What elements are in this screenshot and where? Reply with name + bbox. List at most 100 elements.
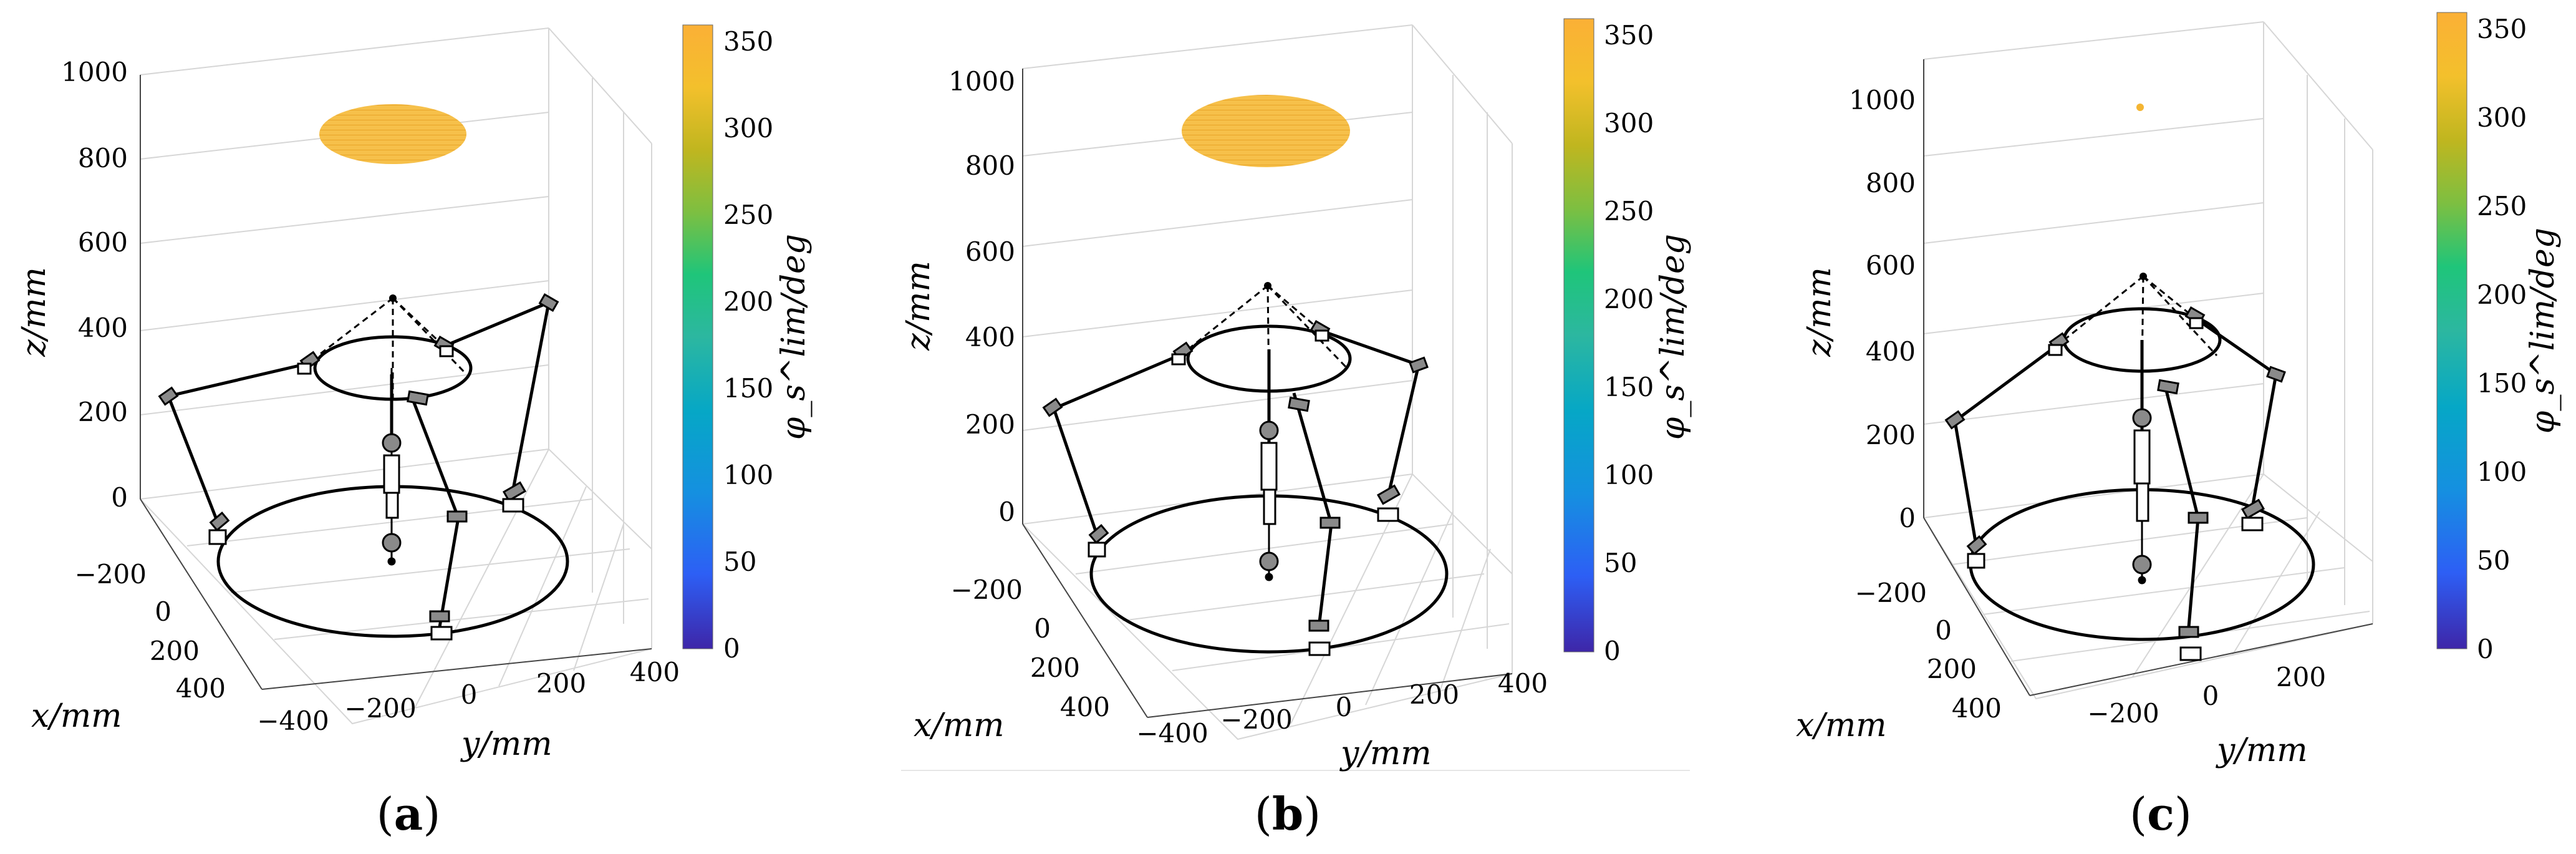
z-axis-label: z/mm xyxy=(16,267,53,357)
y-tick: 400 xyxy=(630,657,680,687)
z-tick-labels: 0 200 400 600 800 1000 xyxy=(948,66,1015,527)
central-column xyxy=(1259,359,1279,581)
z-tick: 800 xyxy=(965,150,1015,181)
z-tick: 0 xyxy=(1899,503,1916,533)
colorbar-tick: 200 xyxy=(2477,279,2527,310)
panel-c: 0 200 400 600 800 1000 −200 0 200 400 −2… xyxy=(1796,12,2562,840)
colorbar-tick: 200 xyxy=(1604,284,1654,314)
colorbar-tick: 300 xyxy=(1604,108,1654,138)
panel-a: 0 200 400 600 800 1000 −200 0 200 400 −4… xyxy=(16,24,813,840)
y-axis-label: y/mm xyxy=(1339,735,1432,772)
y-tick: −200 xyxy=(344,693,416,724)
colorbar-tick: 150 xyxy=(1604,372,1654,402)
robot-legs xyxy=(1953,316,2278,628)
z-tick-labels: 0 200 400 600 800 1000 xyxy=(61,57,128,513)
z-tick: 200 xyxy=(965,409,1015,440)
x-tick: 0 xyxy=(1935,615,1952,646)
colorbar-tick: 250 xyxy=(2477,191,2527,221)
central-column xyxy=(382,368,402,566)
z-tick: 400 xyxy=(78,313,128,343)
colorbar-label: φ_s^lim/deg xyxy=(2524,228,2562,434)
x-tick: 400 xyxy=(1952,693,2002,724)
colorbar-label: φ_s^lim/deg xyxy=(775,234,813,440)
x-tick: 200 xyxy=(150,636,200,666)
colorbar-tick: 250 xyxy=(1604,196,1654,226)
colorbar xyxy=(682,24,713,649)
y-tick: −400 xyxy=(257,706,329,736)
panel-b: 0 200 400 600 800 1000 −200 0 200 400 −4… xyxy=(900,18,1692,840)
y-tick: 0 xyxy=(2202,681,2219,711)
z-tick: 200 xyxy=(1866,420,1916,450)
colorbar-ticks: 0 50 100 150 200 250 300 350 xyxy=(723,26,773,664)
workspace-disk xyxy=(1182,95,1350,167)
z-tick: 400 xyxy=(1866,336,1916,367)
colorbar-tick: 0 xyxy=(1604,636,1621,666)
y-tick-labels: −400 −200 0 200 400 xyxy=(257,657,680,736)
colorbar-tick: 50 xyxy=(723,546,756,577)
y-tick: 200 xyxy=(1409,679,1459,710)
y-tick: 400 xyxy=(1498,668,1548,699)
colorbar-tick: 50 xyxy=(1604,548,1637,578)
base-blocks xyxy=(1088,329,1399,656)
y-tick: 0 xyxy=(1336,692,1353,722)
x-tick-labels: −200 0 200 400 xyxy=(1855,578,2002,724)
workspace-disk xyxy=(319,104,466,164)
colorbar xyxy=(2436,12,2467,649)
joint-cylinders xyxy=(1944,306,2286,638)
x-tick: 200 xyxy=(1030,653,1080,683)
panel-label-c: (c) xyxy=(2130,787,2192,840)
y-tick-labels: −200 0 200 xyxy=(2087,662,2326,729)
z-tick: 600 xyxy=(1866,250,1916,281)
x-tick: 400 xyxy=(176,673,226,704)
z-axis-label: z/mm xyxy=(1801,267,1838,357)
z-tick: 800 xyxy=(78,143,128,173)
colorbar-tick: 250 xyxy=(723,200,773,230)
base-blocks xyxy=(1967,317,2264,661)
joint-cylinders xyxy=(158,293,559,623)
y-tick: −200 xyxy=(2087,698,2159,729)
y-tick: 200 xyxy=(536,668,586,699)
x-tick: 0 xyxy=(1034,613,1051,644)
colorbar-tick: 300 xyxy=(2477,102,2527,133)
z-tick-labels: 0 200 400 600 800 1000 xyxy=(1849,85,1916,533)
apex-point xyxy=(2139,273,2147,280)
apex-point xyxy=(389,294,397,302)
colorbar-tick: 150 xyxy=(723,373,773,404)
x-tick: −200 xyxy=(75,559,147,590)
robot-legs xyxy=(1051,329,1421,628)
z-tick: 200 xyxy=(78,397,128,427)
colorbar-ticks: 0 50 100 150 200 250 300 350 xyxy=(1604,20,1654,666)
z-tick: 800 xyxy=(1866,168,1916,198)
y-axis-label: y/mm xyxy=(460,725,552,763)
colorbar-tick: 200 xyxy=(723,286,773,317)
z-tick: 600 xyxy=(965,236,1015,267)
x-axis-label: x/mm xyxy=(914,707,1004,744)
axes-box xyxy=(1923,21,2373,700)
y-axis-label: y/mm xyxy=(2216,732,2308,769)
x-tick: −200 xyxy=(951,575,1023,605)
z-tick: 0 xyxy=(998,497,1015,527)
z-tick: 600 xyxy=(78,227,128,258)
z-tick: 1000 xyxy=(61,57,128,87)
colorbar xyxy=(1563,18,1594,653)
joint-cylinders xyxy=(1042,320,1429,632)
z-tick: 0 xyxy=(111,482,128,513)
colorbar-tick: 350 xyxy=(723,26,773,57)
x-axis-label: x/mm xyxy=(1796,707,1886,744)
axes-box xyxy=(140,27,652,725)
axes-box-dark xyxy=(140,75,652,690)
colorbar-tick: 0 xyxy=(2477,634,2494,664)
colorbar-tick: 300 xyxy=(723,113,773,143)
z-tick: 1000 xyxy=(948,66,1015,97)
x-tick-labels: −200 0 200 400 xyxy=(75,559,226,704)
z-axis-label: z/mm xyxy=(900,261,937,351)
x-axis-label: x/mm xyxy=(31,697,122,735)
panel-label-a: (a) xyxy=(377,787,441,840)
y-tick: −200 xyxy=(1220,704,1292,735)
apex-point xyxy=(1264,282,1271,289)
colorbar-tick: 350 xyxy=(2477,14,2527,44)
colorbar-label: φ_s^lim/deg xyxy=(1654,234,1692,440)
colorbar-tick: 100 xyxy=(1604,460,1654,490)
dashed-pyramid xyxy=(307,297,468,399)
